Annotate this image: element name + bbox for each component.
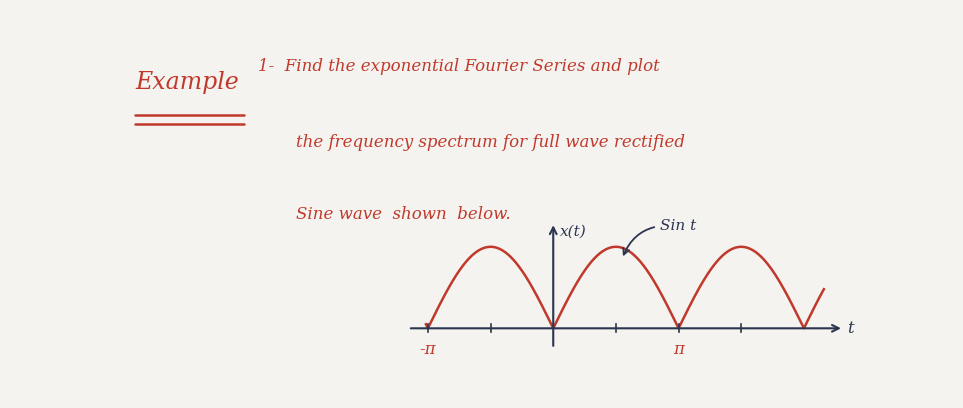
Text: Sine wave  shown  below.: Sine wave shown below. [296,206,510,223]
Text: the frequency spectrum for full wave rectified: the frequency spectrum for full wave rec… [296,134,685,151]
Text: Example: Example [136,71,239,94]
Text: 1-  Find the exponential Fourier Series and plot: 1- Find the exponential Fourier Series a… [258,58,661,75]
